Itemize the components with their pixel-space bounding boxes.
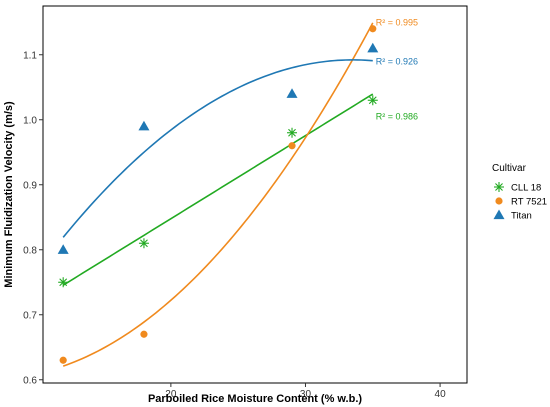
r2-label-rt-7521: R² = 0.995	[376, 17, 418, 27]
point-titan	[57, 244, 69, 254]
point-cll-18	[287, 127, 298, 138]
y-tick-label: 0.8	[23, 245, 37, 256]
point-rt-7521	[59, 356, 67, 364]
y-tick-label: 1.0	[23, 115, 37, 126]
x-tick-label: 20	[165, 389, 177, 400]
legend-title: Cultivar	[492, 163, 527, 174]
asterisk-stroke	[495, 183, 503, 191]
legend-items: CLL 18 RT 7521 Titan	[493, 182, 547, 222]
asterisk-stroke	[140, 239, 148, 248]
fit-line-rt-7521	[62, 22, 374, 367]
r2-label-cll-18: R² = 0.986	[376, 112, 418, 122]
legend-label-cll-18: CLL 18	[511, 183, 541, 194]
point-rt-7521	[140, 330, 148, 338]
legend: Cultivar CLL 18 RT 7521 Titan	[492, 163, 547, 222]
point-cll-18	[367, 95, 378, 106]
x-axis-ticks: 20 30 40	[165, 383, 446, 400]
legend-label-titan: Titan	[511, 211, 532, 222]
point-cll-18	[58, 277, 69, 288]
plot-border	[42, 5, 468, 384]
y-tick-label: 0.6	[23, 375, 37, 386]
legend-marker-cll-18	[494, 182, 504, 192]
r2-labels: R² = 0.986 R² = 0.995 R² = 0.926	[376, 17, 418, 121]
y-axis-ticks: 0.6 0.7 0.8 0.9 1.0 1.1	[23, 50, 43, 386]
asterisk-stroke	[288, 128, 296, 137]
y-tick-label: 0.9	[23, 180, 37, 191]
point-titan	[138, 120, 150, 131]
y-tick-label: 0.7	[23, 310, 37, 321]
point-titan	[286, 88, 298, 98]
asterisk-stroke	[59, 278, 68, 287]
legend-marker-rt-7521	[495, 197, 503, 205]
r2-label-titan: R² = 0.926	[376, 56, 418, 66]
fit-line-titan	[62, 59, 373, 238]
asterisk-stroke	[368, 96, 377, 105]
fit-lines	[62, 22, 374, 367]
point-rt-7521	[288, 142, 296, 150]
y-tick-label: 1.1	[23, 50, 37, 61]
point-cll-18	[138, 238, 149, 249]
legend-marker-titan	[493, 209, 505, 220]
point-rt-7521	[369, 25, 377, 33]
point-titan	[367, 42, 379, 53]
y-axis-title: Minimum Fluidization Velocity (m/s)	[3, 101, 15, 288]
x-tick-label: 30	[300, 389, 312, 400]
x-axis-title: Parboiled Rice Moisture Content (% w.b.)	[148, 393, 362, 405]
fit-line-cll-18	[62, 93, 374, 286]
x-tick-label: 40	[435, 389, 447, 400]
legend-label-rt-7521: RT 7521	[511, 197, 547, 208]
data-points	[57, 25, 379, 364]
